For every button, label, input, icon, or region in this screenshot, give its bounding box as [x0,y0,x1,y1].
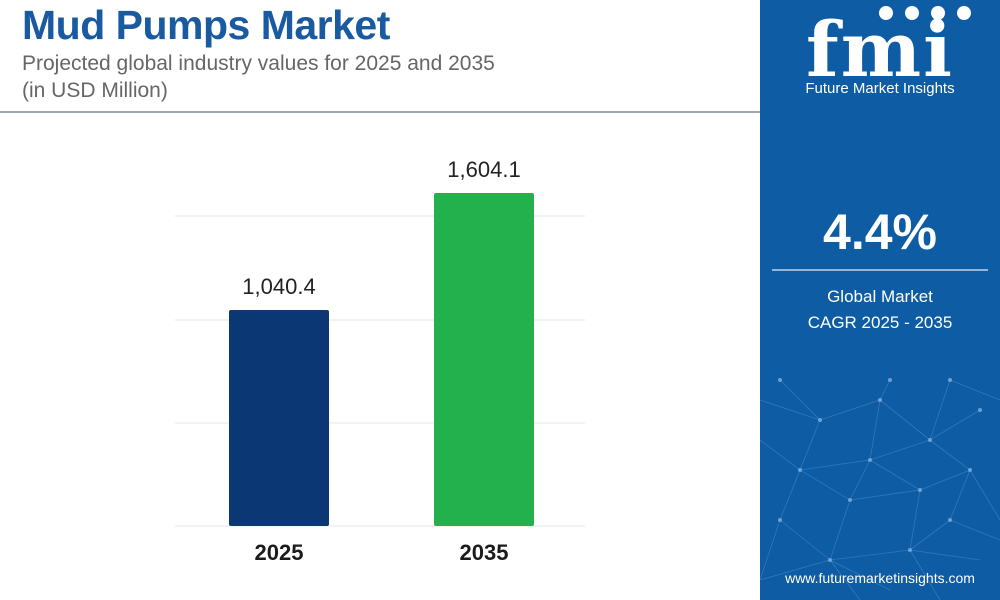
page-subtitle: Projected global industry values for 202… [22,50,662,104]
header-divider [0,111,760,113]
logo-dot-icon [879,6,893,20]
logo-dot-icon [931,6,945,20]
x-tick-2025: 2025 [255,540,304,565]
value-label-2025: 1,040.4 [242,274,315,299]
bar-2035 [434,193,534,526]
chart-value-labels: 1,040.4 1,604.1 [242,157,520,299]
bar-2025 [229,310,329,526]
network-pattern-background [760,378,1000,600]
chart-bars [229,193,534,526]
cagr-divider [772,269,988,271]
cagr-label-line-2: CAGR 2025 - 2035 [807,313,953,332]
bar-chart: 1,040.4 1,604.1 2025 2035 [175,157,585,565]
page-title: Mud Pumps Market [22,2,390,48]
cagr-label: Global Market CAGR 2025 - 2035 [760,284,1000,336]
website-link[interactable]: www.futuremarketinsights.com [785,570,975,586]
brand-name: Future Market Insights [805,80,955,97]
logo-wordmark: fmi [806,5,954,94]
main-panel: Mud Pumps Market Projected global indust… [0,2,760,565]
fmi-logo: fmi [806,5,971,94]
cagr-label-line-1: Global Market [827,287,933,306]
logo-dot-icon [957,6,971,20]
subtitle-line-1: Projected global industry values for 202… [22,52,495,75]
x-tick-2035: 2035 [460,540,509,565]
cagr-value: 4.4% [823,204,937,260]
subtitle-line-2: (in USD Million) [22,79,168,102]
chart-x-ticks: 2025 2035 [255,540,509,565]
logo-dot-icon [905,6,919,20]
value-label-2035: 1,604.1 [447,157,520,182]
sidebar-panel: fmi Future Market Insights 4.4% Global M… [760,0,1000,600]
